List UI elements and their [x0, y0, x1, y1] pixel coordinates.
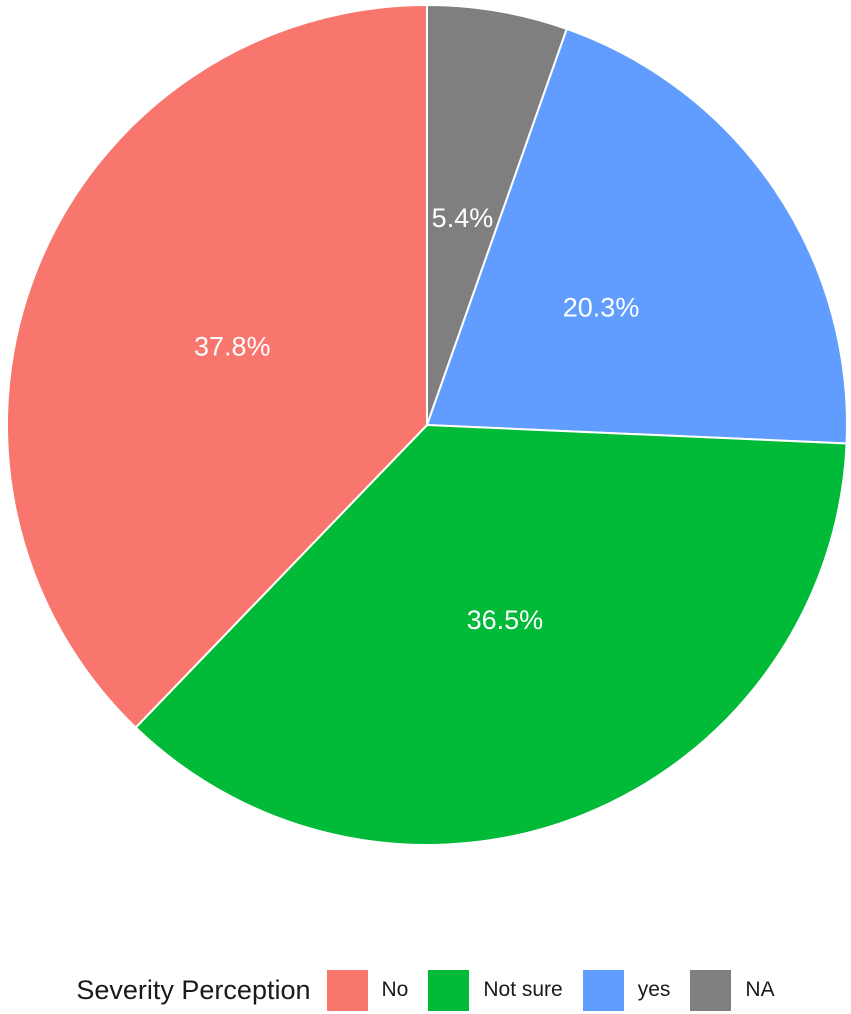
legend-item-na: NA — [690, 969, 775, 1011]
legend-key-na — [690, 969, 732, 1011]
slice-label-na: 5.4% — [432, 203, 494, 233]
legend-label-na: NA — [745, 978, 775, 1001]
pie-slice-no — [6, 3, 428, 729]
pie-chart: 5.4% 20.3% 36.5% 37.8% — [6, 3, 848, 846]
pie-slice-labels: 5.4% 20.3% 36.5% 37.8% — [194, 203, 639, 635]
pie-slices — [6, 3, 848, 846]
legend-key-not-sure — [428, 969, 470, 1011]
legend-item-yes: yes — [582, 969, 671, 1011]
slice-label-no: 37.8% — [194, 331, 271, 361]
legend-key-no — [326, 969, 368, 1011]
legend-label-yes: yes — [637, 978, 671, 1001]
legend-label-no: No — [381, 978, 409, 1001]
pie-slice-yes — [425, 27, 848, 445]
pie-slice-not-sure — [134, 423, 848, 846]
slice-label-yes: 20.3% — [563, 293, 640, 323]
legend-key-yes — [582, 969, 624, 1011]
pie-slice-na — [426, 3, 569, 426]
legend-item-no: No — [326, 969, 409, 1011]
legend: Severity Perception No Not sure yes NA — [0, 966, 851, 1014]
legend-label-not-sure: Not sure — [483, 978, 563, 1001]
legend-title: Severity Perception — [76, 974, 311, 1005]
legend-item-not-sure: Not sure — [428, 969, 563, 1011]
slice-label-not-sure: 36.5% — [467, 605, 544, 635]
